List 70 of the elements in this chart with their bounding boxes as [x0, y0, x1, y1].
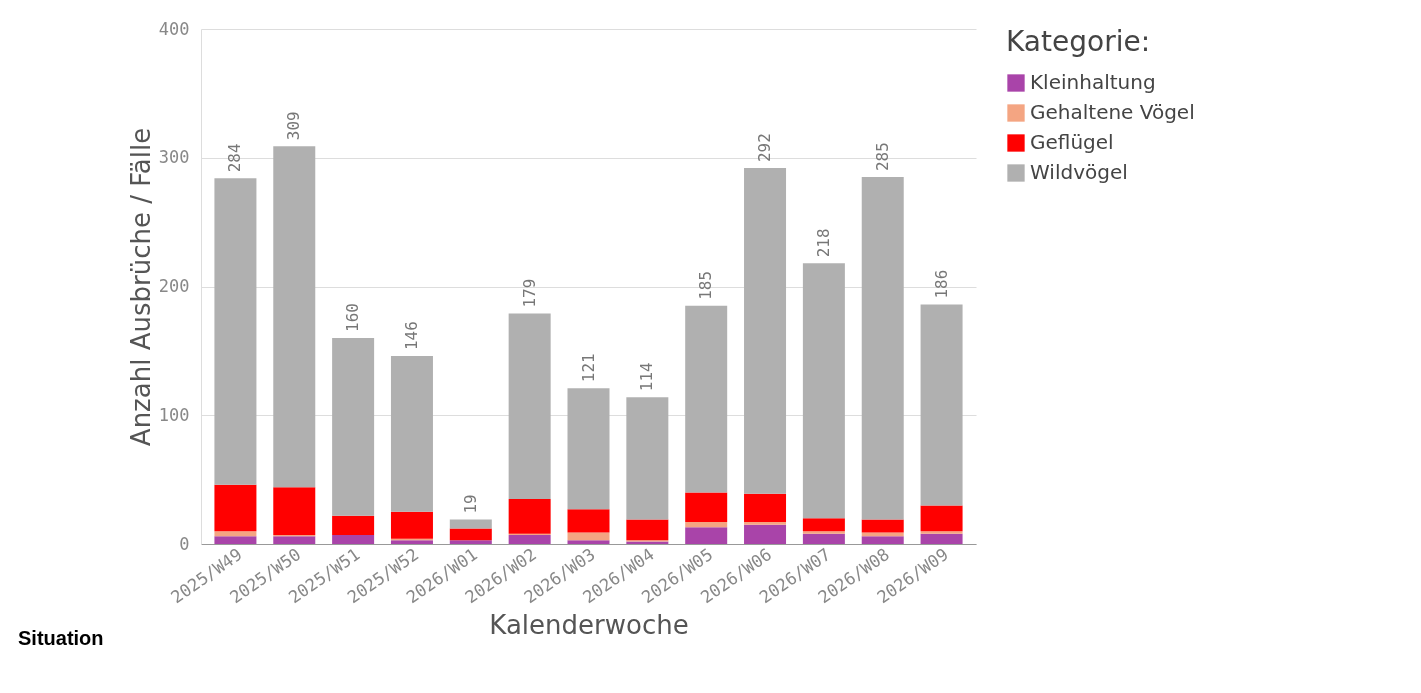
- bar: [802, 518, 845, 532]
- bar: [390, 356, 433, 512]
- total-label: 185: [696, 270, 716, 300]
- bar: [802, 533, 845, 544]
- bar: [449, 519, 492, 529]
- legend-label: Geflügel: [1030, 130, 1114, 154]
- y-tick-label: 100: [158, 404, 190, 425]
- bar: [214, 484, 257, 532]
- total-label: 186: [931, 269, 951, 299]
- bar: [685, 527, 728, 544]
- bar: [861, 536, 904, 544]
- bar: [920, 531, 963, 534]
- bar: [920, 505, 963, 532]
- bar: [744, 493, 787, 523]
- x-axis-title: Kalenderwoche: [489, 609, 689, 640]
- bar: [508, 313, 551, 499]
- bar: [861, 177, 904, 520]
- bar: [273, 146, 316, 488]
- legend-label: Kleinhaltung: [1030, 70, 1156, 94]
- bar: [685, 522, 728, 528]
- total-label: 160: [343, 303, 363, 332]
- bar: [567, 532, 610, 541]
- bar: [744, 522, 787, 525]
- total-label: 179: [519, 278, 539, 308]
- total-label: 114: [637, 362, 657, 392]
- y-tick-label: 300: [158, 147, 190, 168]
- bar: [567, 509, 610, 533]
- bar: [920, 304, 963, 506]
- legend-label: Wildvögel: [1030, 160, 1128, 184]
- bar: [508, 534, 551, 544]
- bar: [214, 536, 257, 544]
- bar: [332, 534, 375, 544]
- total-label: 284: [225, 143, 245, 173]
- bar: [802, 263, 845, 519]
- total-label: 309: [284, 111, 304, 141]
- bar: [744, 168, 787, 494]
- bar: [390, 511, 433, 539]
- y-tick-label: 200: [158, 276, 190, 296]
- legend-label: Gehaltene Vögel: [1030, 100, 1195, 124]
- total-label: 146: [401, 321, 421, 351]
- bar: [449, 540, 492, 544]
- bar: [567, 388, 610, 510]
- bar: [567, 540, 610, 544]
- bar: [508, 498, 551, 534]
- bar: [802, 531, 845, 534]
- bar: [920, 533, 963, 544]
- bar: [685, 492, 728, 523]
- legend-title: Kategorie:: [1006, 25, 1151, 58]
- bar: [273, 487, 316, 535]
- total-label: 121: [578, 353, 598, 383]
- y-tick-label: 0: [179, 533, 190, 554]
- y-axis-title: Anzahl Ausbrüche / Fälle: [125, 127, 156, 447]
- total-label: 19: [460, 494, 480, 514]
- bar: [744, 524, 787, 544]
- total-label: 292: [755, 133, 775, 163]
- bar: [626, 519, 669, 541]
- bar: [449, 528, 492, 541]
- y-tick-label: 400: [158, 18, 190, 39]
- text: Situation: [18, 627, 104, 649]
- bar: [332, 338, 375, 516]
- bar: [273, 536, 316, 544]
- bar: [861, 519, 904, 533]
- bar: [214, 531, 257, 537]
- total-label: 218: [813, 228, 833, 258]
- bar: [626, 397, 669, 520]
- total-label: 285: [872, 142, 892, 172]
- bar: [214, 178, 257, 485]
- bar: [861, 532, 904, 537]
- bar: [685, 305, 728, 493]
- bar: [332, 515, 375, 535]
